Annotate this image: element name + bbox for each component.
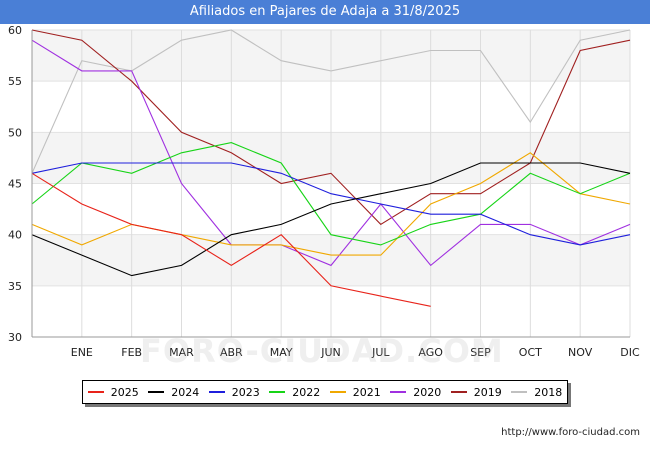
- legend-item-2024: 2024: [148, 386, 199, 399]
- y-tick-label: 40: [8, 229, 22, 242]
- watermark: FORO-CIUDAD.COM: [140, 332, 504, 370]
- legend-swatch: [450, 391, 467, 393]
- legend-swatch: [511, 391, 528, 393]
- legend-label: 2021: [352, 385, 381, 399]
- legend-swatch: [390, 391, 407, 393]
- legend-item-2018: 2018: [511, 386, 562, 399]
- legend-label: 2018: [534, 385, 563, 399]
- legend: 2025 2024 2023 2022 2021 2020 2019 2018: [82, 380, 568, 404]
- legend-label: 2020: [413, 385, 442, 399]
- x-tick-label: MAY: [270, 346, 293, 359]
- y-tick-label: 35: [8, 280, 22, 293]
- legend-item-2025: 2025: [87, 385, 139, 399]
- legend-swatch: [87, 391, 104, 393]
- axes: [31, 30, 630, 338]
- legend-swatch: [208, 391, 225, 393]
- x-tick-label: MAR: [169, 346, 194, 359]
- legend-label: 2024: [171, 385, 200, 399]
- legend-label: 2019: [473, 385, 502, 399]
- legend-swatch: [329, 391, 346, 393]
- legend-item-2023: 2023: [208, 385, 260, 399]
- series-line-2022: [31, 142, 631, 246]
- legend-label: 2023: [231, 385, 260, 399]
- y-tick-label: 60: [8, 24, 22, 37]
- x-tick-label: NOV: [568, 346, 593, 359]
- x-tick-label: FEB: [121, 346, 142, 359]
- legend-item-2020: 2020: [390, 386, 441, 399]
- y-tick-label: 55: [8, 75, 22, 88]
- series-lines: [31, 29, 631, 307]
- y-tick-label: 30: [8, 331, 22, 344]
- x-tick-label: ENE: [71, 346, 93, 359]
- x-tick-label: SEP: [470, 346, 491, 359]
- x-tick-labels: ENE FEB MAR ABR MAY JUN JUL AGO SEP OCT NOV DIC: [71, 346, 640, 359]
- y-tick-label: 45: [8, 178, 22, 191]
- y-tick-labels: 30 35 40 45 50 55 60: [8, 24, 22, 344]
- y-tick-label: 50: [8, 126, 22, 139]
- legend-item-2019: 2019: [450, 385, 502, 399]
- x-tick-label: OCT: [519, 346, 542, 359]
- source-url: http://www.foro-ciudad.com: [501, 427, 640, 438]
- x-tick-label: ABR: [220, 346, 243, 359]
- series-line-2023: [31, 162, 631, 246]
- legend-label: 2025: [110, 385, 139, 399]
- legend-label: 2022: [292, 385, 321, 399]
- series-line-2024: [31, 162, 631, 277]
- x-tick-label: AGO: [418, 346, 443, 359]
- x-tick-label: DIC: [620, 346, 640, 359]
- x-tick-label: JUL: [371, 346, 390, 359]
- legend-swatch: [148, 391, 165, 393]
- series-line-2025: [31, 172, 431, 307]
- x-tick-label: JUN: [320, 346, 341, 359]
- legend-swatch: [269, 391, 286, 393]
- legend-item-2022: 2022: [269, 386, 320, 399]
- chart-title: Afiliados en Pajares de Adaja a 31/8/202…: [0, 0, 650, 24]
- series-line-2020: [31, 39, 631, 267]
- legend-item-2021: 2021: [329, 385, 381, 399]
